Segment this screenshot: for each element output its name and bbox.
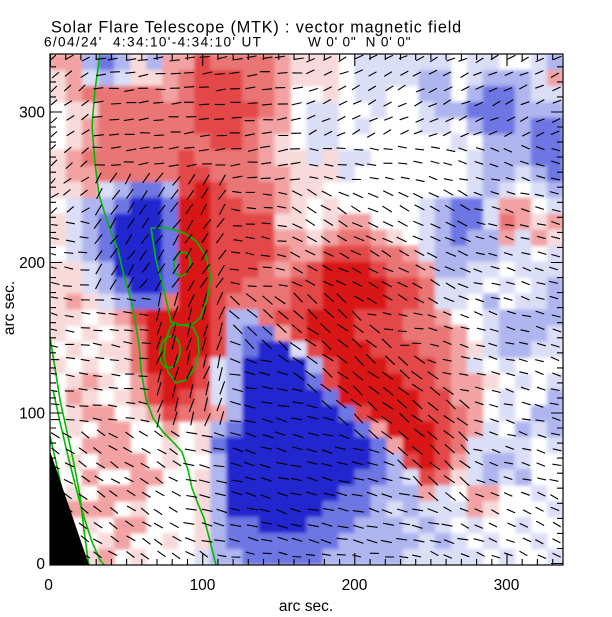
svg-text:300: 300 <box>494 577 520 594</box>
svg-text:300: 300 <box>19 104 45 121</box>
svg-text:200: 200 <box>342 577 368 594</box>
svg-text:100: 100 <box>19 405 45 422</box>
svg-text:100: 100 <box>190 577 216 594</box>
svg-text:6/04/24' 4:34:10'-4:34:10' UT: 6/04/24' 4:34:10'-4:34:10' UT <box>44 35 262 50</box>
svg-text:0: 0 <box>36 556 45 573</box>
svg-text:arc sec.: arc sec. <box>1 281 18 335</box>
svg-text:200: 200 <box>19 255 45 272</box>
svg-text:W 0' 0" N 0' 0": W 0' 0" N 0' 0" <box>308 35 411 50</box>
svg-text:arc sec.: arc sec. <box>279 598 333 615</box>
svg-text:Solar Flare Telescope (MTK) :: Solar Flare Telescope (MTK) : vector mag… <box>51 19 462 37</box>
svg-text:0: 0 <box>44 577 53 594</box>
